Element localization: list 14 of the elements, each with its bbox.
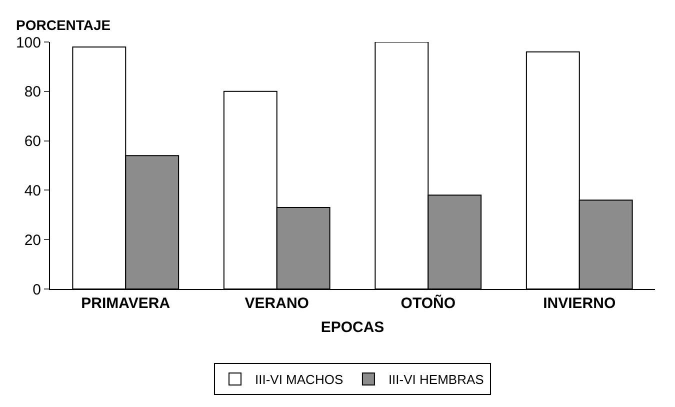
y-axis-title: PORCENTAJE [16, 17, 111, 33]
y-tick-label: 80 [24, 84, 41, 101]
x-axis-title: EPOCAS [320, 319, 384, 336]
x-tick-label: OTOÑO [400, 294, 456, 312]
legend-label: III-VI HEMBRAS [388, 372, 484, 388]
y-tick-label: 40 [24, 182, 41, 200]
x-tick-label: PRIMAVERA [81, 295, 170, 312]
legend-label: III-VI MACHOS [255, 372, 344, 388]
x-tick-label: VERANO [244, 295, 310, 312]
y-tick-label: 20 [24, 232, 41, 249]
x-tick-label: INVIERNO [543, 295, 616, 312]
y-tick-label: 60 [24, 133, 41, 150]
y-tick-label: 0 [32, 281, 41, 298]
y-tick-label: 100 [16, 34, 41, 52]
